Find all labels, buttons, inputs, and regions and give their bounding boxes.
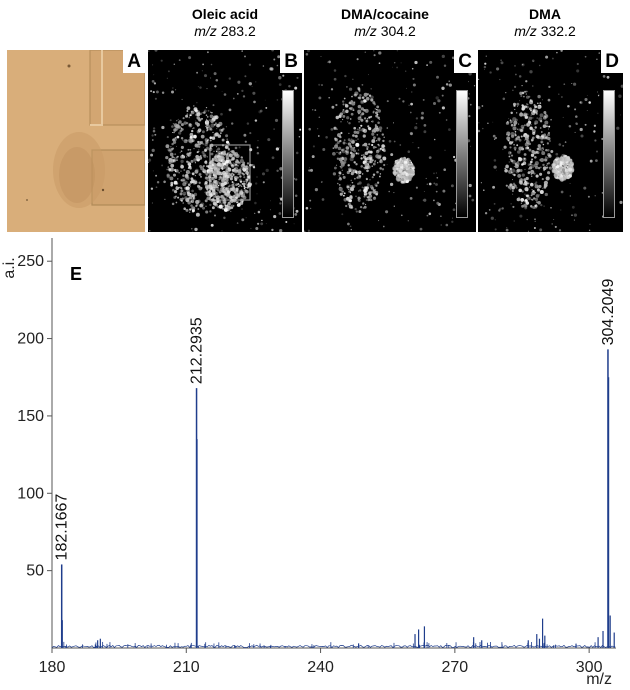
intensity-colorbar-b <box>282 90 294 218</box>
baseline-noise <box>51 644 616 649</box>
y-tick-label: 200 <box>17 331 44 348</box>
intensity-colorbar-d <box>603 90 615 218</box>
ion-title-b: Oleic acid m/z 283.2 <box>170 6 280 40</box>
mz-prefix-d: m/z <box>514 23 537 39</box>
ion-title-d: DMA m/z 332.2 <box>490 6 600 40</box>
x-tick-label: 270 <box>442 659 469 676</box>
peak-label: 182.1667 <box>54 494 71 561</box>
ion-image-oleic-acid: B <box>148 50 302 232</box>
ion-name-c: DMA/cocaine <box>341 6 429 22</box>
panel-label-d: D <box>601 50 623 73</box>
y-tick-label: 100 <box>17 485 44 502</box>
ion-mz-c: m/z 304.2 <box>320 23 450 40</box>
mass-spectrum-chart: E a.i. m/z 180 210 240 270 300 50 100 150 200 250… <box>1 238 617 688</box>
x-tick-label: 240 <box>307 659 334 676</box>
panel-label-e: E <box>70 264 82 284</box>
panel-label-b: B <box>280 50 302 73</box>
speckle-image-c <box>304 50 476 232</box>
y-tick-label: 50 <box>26 563 44 580</box>
mz-prefix-b: m/z <box>194 23 217 39</box>
panel-label-a: A <box>123 50 145 73</box>
intensity-colorbar-c <box>456 90 468 218</box>
ion-name-b: Oleic acid <box>191 6 259 22</box>
mz-value-d: 332.2 <box>540 23 576 39</box>
x-axis-title: m/z <box>586 671 612 688</box>
optical-image-panel: A <box>7 50 145 232</box>
mz-value-c: 304.2 <box>380 23 416 39</box>
x-tick-label: 210 <box>173 659 200 676</box>
x-tick-label: 180 <box>39 659 66 676</box>
ion-image-dma: D <box>478 50 623 232</box>
speckle-image-b <box>148 50 302 232</box>
mz-prefix-c: m/z <box>354 23 377 39</box>
x-tick-label: 300 <box>576 659 603 676</box>
ion-name-d: DMA <box>529 6 561 22</box>
peak-labels: 182.1667 212.2935 304.2049 <box>54 279 617 561</box>
chart-axes: 180 210 240 270 300 50 100 150 200 250 <box>17 238 616 676</box>
ion-mz-b: m/z 283.2 <box>170 23 280 40</box>
panel-label-c: C <box>454 50 476 73</box>
ion-mz-d: m/z 332.2 <box>490 23 600 40</box>
y-axis-title: a.i. <box>1 257 18 278</box>
ion-title-c: DMA/cocaine m/z 304.2 <box>320 6 450 40</box>
fingerprint-photo <box>7 50 145 232</box>
y-tick-label: 150 <box>17 408 44 425</box>
peak-label: 304.2049 <box>600 279 617 346</box>
spectrum-peaks <box>51 349 616 649</box>
speckle-image-d <box>478 50 623 232</box>
peak-label: 212.2935 <box>189 317 206 384</box>
y-tick-label: 250 <box>17 253 44 270</box>
mz-value-b: 283.2 <box>220 23 256 39</box>
ion-image-dma-cocaine: C <box>304 50 476 232</box>
